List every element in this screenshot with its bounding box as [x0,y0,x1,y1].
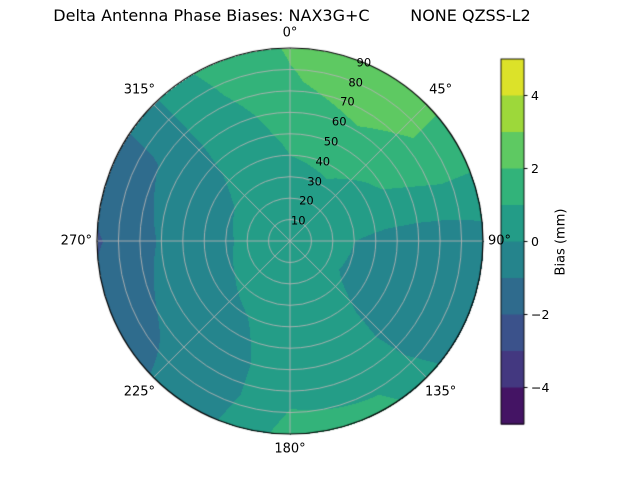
colorbar-axis-label: Bias (mm) [553,208,569,275]
chart-title: Delta Antenna Phase Biases: NAX3G+C NONE… [53,6,531,25]
